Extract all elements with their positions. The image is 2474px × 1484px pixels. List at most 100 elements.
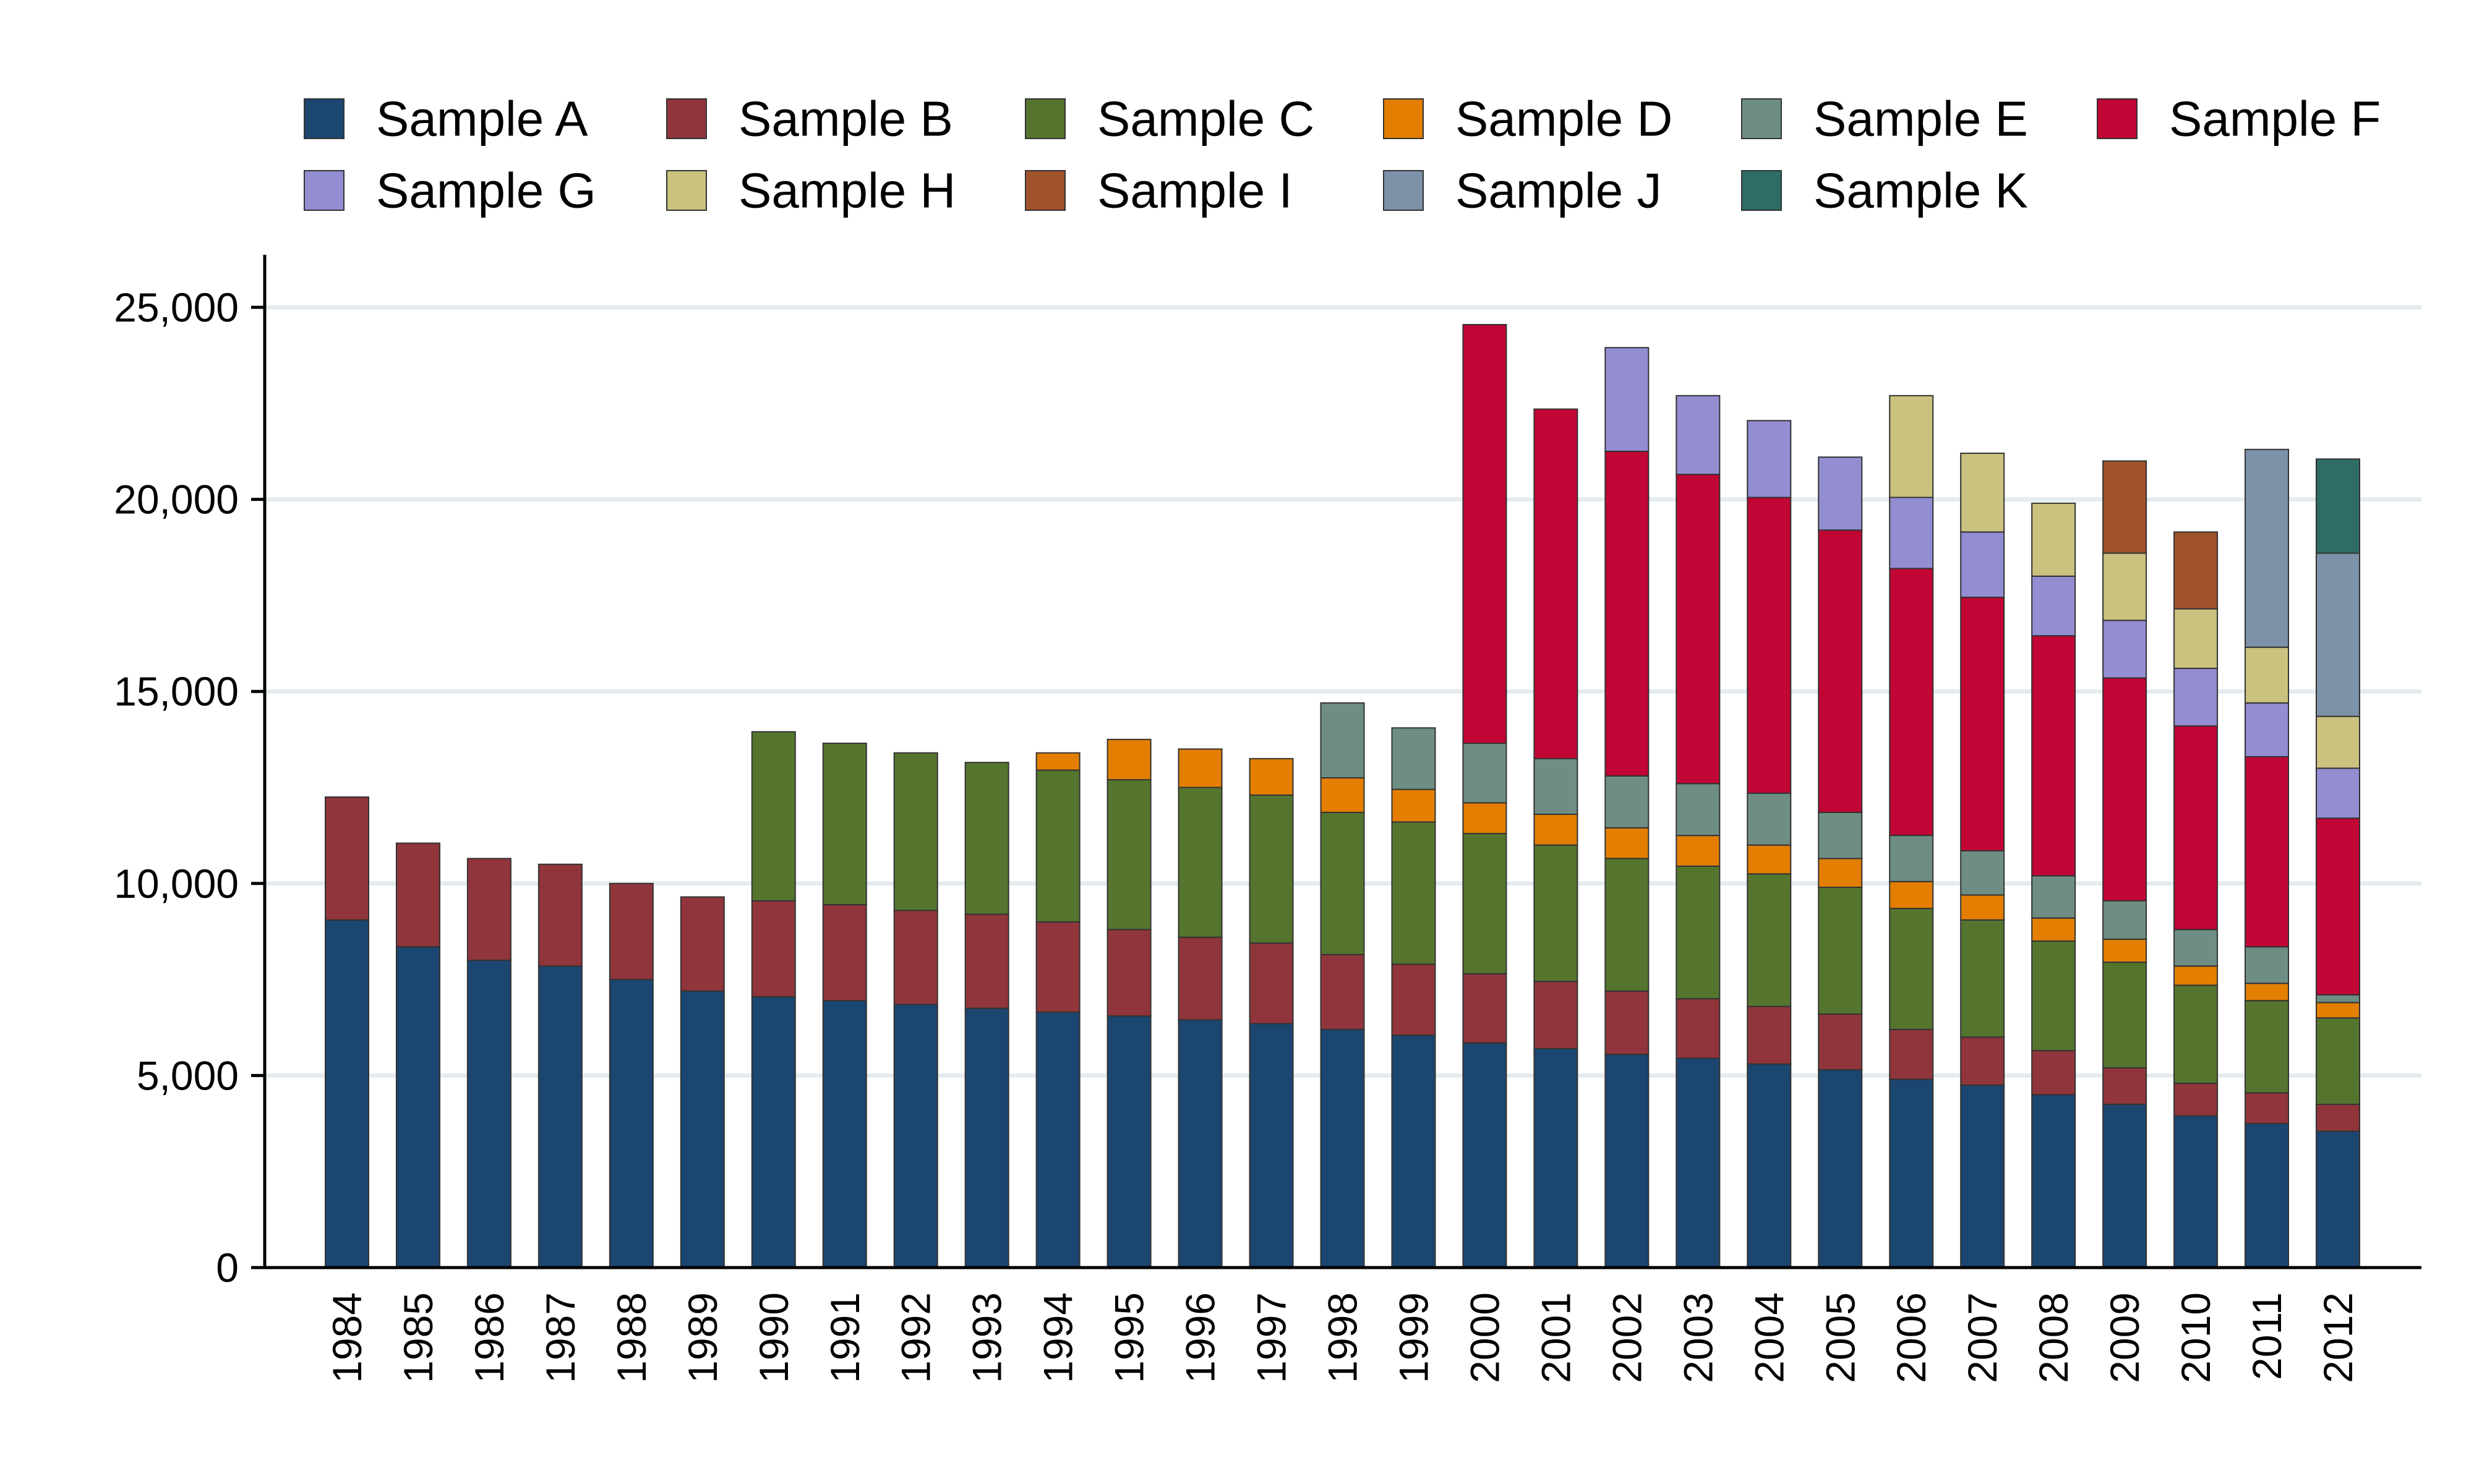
bar-2008-sample-c [2031,940,2076,1052]
bar-2012-sample-a [2316,1130,2360,1268]
bar-2011-sample-d [2245,983,2290,1002]
bar-2008-sample-h [2031,502,2076,577]
bar-2005-sample-e [1818,811,1863,859]
bar-2006-sample-h [1889,394,1934,498]
bar-2008-sample-b [2031,1050,2076,1096]
y-tick-label-20,000: 20,000 [114,477,239,522]
bar-2000-sample-f [1462,323,1507,744]
bar-2007-sample-c [1960,919,2005,1038]
bar-1989-sample-a [680,990,725,1268]
bar-2009-sample-i [2102,460,2147,554]
bar-2010-sample-b [2173,1082,2219,1117]
x-tick-label-2007: 2007 [1959,1292,2005,1383]
bar-1990-sample-a [751,996,796,1268]
bar-2003-sample-g [1676,394,1721,475]
bar-1995-sample-b [1106,929,1152,1017]
legend-swatch-sample-k [1741,170,1782,211]
legend-label-sample-f: Sample F [2169,92,2381,147]
legend-label-sample-c: Sample C [1097,92,1314,147]
bar-1992-sample-c [893,752,938,911]
bar-2003-sample-d [1676,835,1721,867]
x-tick-label-1997: 1997 [1249,1292,1295,1383]
legend-swatch-sample-e [1741,98,1782,139]
bar-1999-sample-b [1391,963,1436,1036]
bar-2008-sample-e [2031,875,2076,919]
bar-2009-sample-c [2102,962,2147,1068]
bar-2005-sample-g [1818,456,1863,531]
x-tick-label-2011: 2011 [2244,1292,2290,1380]
bar-2006-sample-e [1889,835,1934,882]
bar-2006-sample-a [1889,1078,1934,1269]
bar-2012-sample-h [2316,715,2360,769]
bar-2004-sample-f [1747,497,1792,794]
bar-2010-sample-i [2173,531,2219,610]
bar-2012-sample-c [2316,1017,2360,1105]
x-tick-label-1988: 1988 [609,1292,654,1383]
bar-2007-sample-g [1960,531,2005,599]
bar-2004-sample-d [1747,844,1792,875]
bar-2009-sample-d [2102,938,2147,963]
bar-2007-sample-e [1960,850,2005,896]
y-tick-label-25,000: 25,000 [114,284,239,330]
bar-2007-sample-b [1960,1036,2005,1086]
x-tick-label-2004: 2004 [1746,1292,1792,1383]
bar-2011-sample-j [2245,448,2290,648]
y-tick-label-15,000: 15,000 [114,668,239,714]
legend-label-sample-a: Sample A [376,92,588,147]
bar-2010-sample-e [2173,929,2219,967]
bar-1988-sample-b [609,882,654,981]
bar-2006-sample-c [1889,908,1934,1030]
legend-swatch-sample-j [1383,170,1424,211]
legend-label-sample-i: Sample I [1097,163,1293,218]
bar-2004-sample-e [1747,792,1792,846]
legend-label-sample-b: Sample B [738,92,953,147]
bar-2006-sample-b [1889,1028,1934,1080]
bar-1994-sample-c [1035,769,1081,923]
x-tick-label-2001: 2001 [1533,1292,1578,1383]
bar-2008-sample-g [2031,575,2076,637]
x-tick-label-1989: 1989 [680,1292,726,1383]
bar-1994-sample-b [1035,921,1081,1013]
bar-1991-sample-a [822,1000,867,1268]
bar-2005-sample-d [1818,858,1863,889]
bar-2005-sample-c [1818,887,1863,1015]
bar-1996-sample-a [1178,1019,1223,1269]
bar-2009-sample-g [2102,620,2147,679]
bar-1997-sample-d [1249,757,1294,796]
x-tick-label-2005: 2005 [1817,1292,1863,1383]
legend-swatch-sample-g [304,170,345,211]
bar-2009-sample-b [2102,1067,2147,1105]
bar-2003-sample-f [1676,474,1721,785]
bar-2011-sample-g [2245,702,2290,757]
bar-2012-sample-d [2316,1002,2360,1019]
bar-1991-sample-c [822,743,867,905]
legend-swatch-sample-i [1025,170,1066,211]
y-tick-label-5,000: 5,000 [137,1052,239,1098]
bar-2009-sample-h [2102,552,2147,621]
bar-2000-sample-e [1462,743,1507,804]
bar-2010-sample-h [2173,608,2219,669]
bar-2012-sample-f [2316,817,2360,996]
bar-2007-sample-h [1960,453,2005,533]
bar-2006-sample-g [1889,497,1934,569]
legend-swatch-sample-c [1025,98,1066,139]
bar-1987-sample-b [537,863,583,967]
bar-1997-sample-b [1249,942,1294,1025]
bar-2005-sample-f [1818,529,1863,813]
bar-2012-sample-e [2316,994,2360,1004]
bar-2001-sample-a [1533,1047,1578,1269]
bar-1997-sample-a [1249,1023,1294,1268]
legend: Sample A Sample B Sample C Sample D Sample E… [304,92,2381,218]
bar-2000-sample-c [1462,833,1507,974]
bar-2011-sample-b [2245,1092,2290,1125]
bar-2002-sample-c [1604,858,1650,992]
x-tick-label-2003: 2003 [1675,1292,1721,1383]
x-tick-label-2000: 2000 [1462,1292,1507,1383]
bar-1990-sample-c [751,731,796,902]
legend-label-sample-e: Sample E [1813,92,2028,147]
x-tick-label-1993: 1993 [964,1292,1010,1383]
bar-2010-sample-a [2173,1115,2219,1268]
bar-2003-sample-a [1676,1057,1721,1269]
x-tick-label-1995: 1995 [1106,1292,1152,1383]
